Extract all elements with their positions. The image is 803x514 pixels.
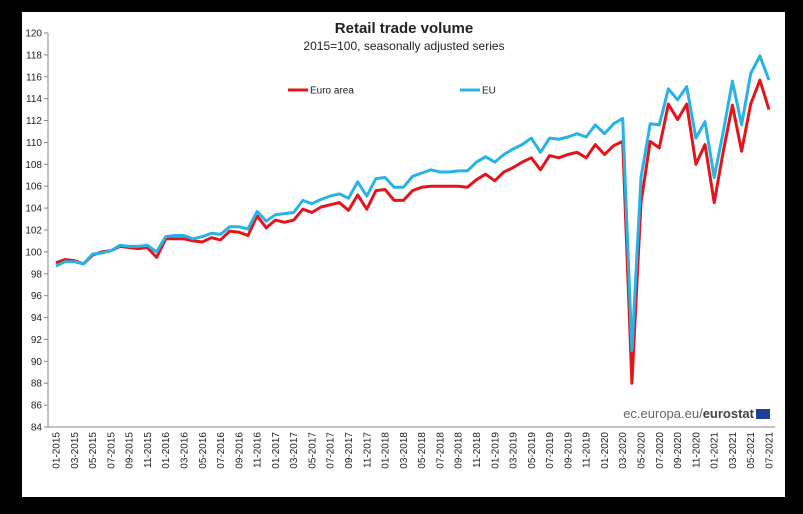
x-tick-label: 05-2020 xyxy=(637,432,648,469)
x-tick-label: 01-2019 xyxy=(490,432,501,469)
x-tick-label: 09-2020 xyxy=(673,432,684,469)
x-tick-label: 01-2016 xyxy=(161,432,172,469)
x-tick-label: 03-2020 xyxy=(618,432,629,469)
series-line xyxy=(55,78,771,385)
x-tick-label: 03-2015 xyxy=(70,432,81,469)
x-tick-label: 09-2015 xyxy=(125,432,136,469)
x-tick-label: 03-2016 xyxy=(179,432,190,469)
x-tick-label: 05-2017 xyxy=(307,432,318,469)
x-tick-label: 11-2018 xyxy=(472,432,483,468)
x-tick-label: 05-2019 xyxy=(527,432,538,469)
x-tick-label: 09-2016 xyxy=(234,432,245,469)
chart-subtitle: 2015=100, seasonally adjusted series xyxy=(303,39,504,53)
x-tick-label: 01-2021 xyxy=(710,432,721,469)
y-tick-label: 114 xyxy=(26,94,42,105)
x-tick-label: 11-2019 xyxy=(582,432,593,468)
x-tick-label: 07-2017 xyxy=(326,432,337,469)
x-tick-label: 03-2021 xyxy=(728,432,739,469)
x-tick-label: 07-2019 xyxy=(545,432,556,469)
y-tick-label: 108 xyxy=(25,160,42,171)
y-tick-label: 84 xyxy=(31,423,43,434)
x-tick-label: 03-2019 xyxy=(509,432,520,469)
y-tick-label: 106 xyxy=(25,182,42,193)
source-site: ec.europa.eu/ xyxy=(623,406,703,421)
y-tick-label: 112 xyxy=(26,116,42,127)
x-tick-label: 11-2016 xyxy=(253,432,264,468)
y-tick-label: 120 xyxy=(25,29,42,40)
y-tick-label: 100 xyxy=(25,247,42,258)
x-tick-label: 07-2018 xyxy=(435,432,446,469)
x-tick-label: 05-2015 xyxy=(88,432,99,469)
x-tick-label: 03-2017 xyxy=(289,432,300,469)
x-tick-label: 09-2019 xyxy=(563,432,574,469)
x-tick-label: 11-2015 xyxy=(143,432,154,468)
eu-flag xyxy=(756,409,770,419)
x-tick-label: 03-2018 xyxy=(399,432,410,469)
x-tick-label: 07-2016 xyxy=(216,432,227,469)
source: ec.europa.eu/eurostat xyxy=(623,406,754,421)
x-tick-label: 05-2021 xyxy=(746,432,757,469)
x-tick-label: 09-2018 xyxy=(454,432,465,469)
y-tick-label: 104 xyxy=(25,204,42,215)
y-tick-label: 86 xyxy=(31,401,43,412)
y-tick-label: 116 xyxy=(26,72,42,83)
y-tick-label: 118 xyxy=(26,50,42,61)
y-tick-label: 110 xyxy=(26,138,42,149)
y-tick-label: 90 xyxy=(31,357,43,368)
chart-title: Retail trade volume xyxy=(335,20,473,37)
y-tick-label: 88 xyxy=(31,379,43,390)
legend-label: EU xyxy=(482,86,496,97)
source-brand: eurostat xyxy=(703,406,755,421)
y-tick-label: 96 xyxy=(31,291,43,302)
x-tick-label: 01-2020 xyxy=(600,432,611,469)
x-tick-label: 11-2020 xyxy=(691,432,702,468)
x-tick-label: 07-2015 xyxy=(106,432,117,469)
y-tick-label: 94 xyxy=(31,313,43,324)
legend-label: Euro area xyxy=(310,86,354,97)
x-tick-label: 09-2017 xyxy=(344,432,355,469)
y-tick-label: 92 xyxy=(31,335,43,346)
x-tick-label: 01-2017 xyxy=(271,432,282,469)
x-tick-label: 05-2016 xyxy=(198,432,209,469)
chart-panel xyxy=(22,12,785,497)
x-tick-label: 01-2018 xyxy=(381,432,392,469)
x-tick-label: 07-2021 xyxy=(765,432,776,469)
x-tick-label: 05-2018 xyxy=(417,432,428,469)
x-tick-label: 07-2020 xyxy=(655,432,666,469)
y-tick-label: 102 xyxy=(25,226,42,237)
x-tick-label: 01-2015 xyxy=(52,432,63,469)
x-tick-label: 11-2017 xyxy=(362,432,373,468)
series-line xyxy=(55,54,771,352)
y-tick-label: 98 xyxy=(31,269,43,280)
